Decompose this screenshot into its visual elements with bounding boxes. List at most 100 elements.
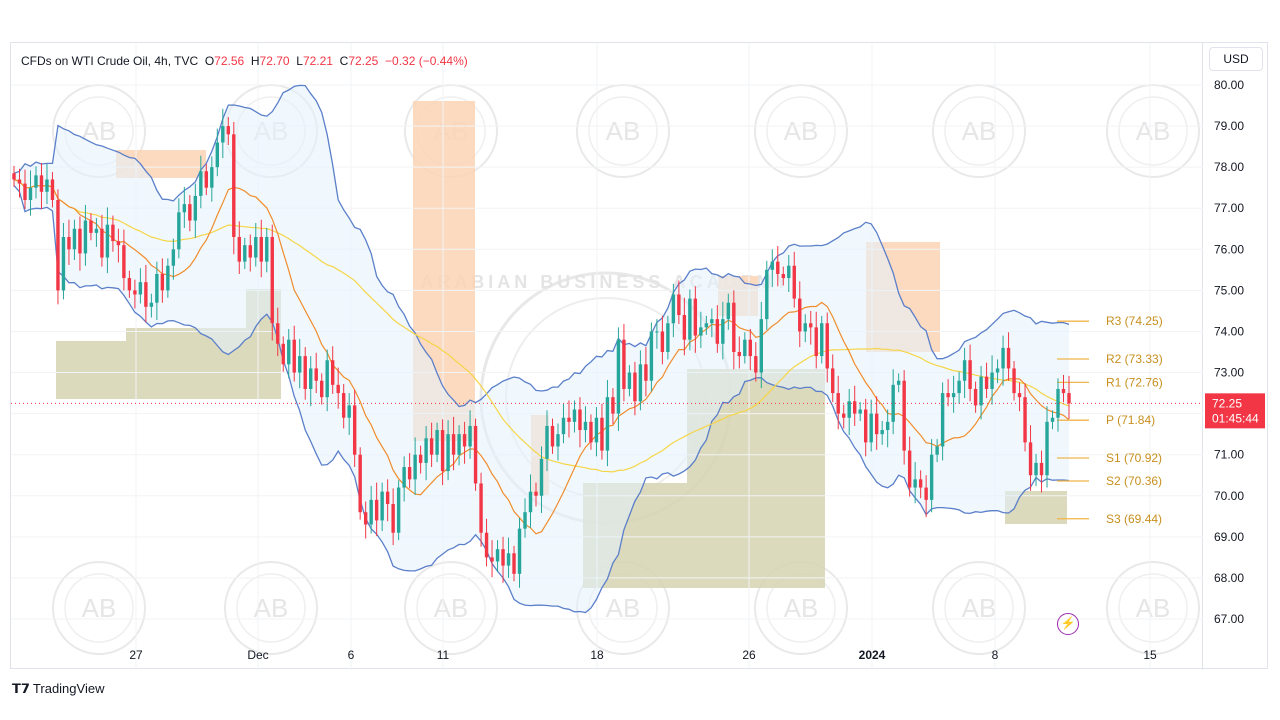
candle: [666, 315, 670, 360]
candle: [951, 375, 956, 413]
candle: [831, 354, 835, 403]
candle: [1067, 375, 1071, 419]
candle: [17, 168, 22, 198]
candle: [39, 163, 44, 210]
candle: [852, 385, 857, 426]
candle: [776, 246, 780, 287]
close-label: C: [339, 54, 349, 68]
candle: [880, 421, 884, 445]
currency-button[interactable]: USD: [1209, 47, 1263, 71]
candlestick-chart[interactable]: ABABABABABABABABABABABABABABARABIAN BUSI…: [11, 43, 1203, 670]
y-tick-label: 71.00: [1214, 448, 1244, 462]
candle: [907, 436, 912, 497]
candle: [847, 388, 851, 435]
candle: [534, 482, 538, 507]
candle: [842, 404, 846, 429]
candle: [1034, 453, 1038, 486]
candle: [605, 379, 610, 467]
watermark-seal: AB: [932, 561, 1026, 655]
flash-icon[interactable]: ⚡: [1057, 613, 1079, 635]
candle: [616, 327, 621, 431]
candle: [918, 470, 923, 499]
open-value: 72.56: [214, 54, 245, 68]
candle: [781, 266, 785, 286]
y-tick-label: 76.00: [1214, 242, 1244, 256]
candle: [188, 195, 192, 232]
y-tick-label: 75.00: [1214, 283, 1244, 297]
candle: [1001, 335, 1005, 386]
candle: [369, 485, 373, 534]
candle: [891, 369, 895, 435]
candle: [380, 482, 384, 532]
candle: [726, 293, 731, 330]
watermark-initials: AB: [1136, 593, 1171, 623]
candle: [600, 403, 604, 460]
candle: [341, 384, 346, 429]
pivot-lines: R3 (74.25) R2 (73.33) R1 (72.76) P (71.84) S…: [1057, 314, 1163, 526]
candle: [133, 279, 137, 309]
candle: [1012, 361, 1016, 401]
candle: [990, 355, 994, 405]
candle: [265, 227, 269, 273]
candle: [385, 479, 390, 522]
candle: [627, 365, 632, 397]
high-value: 72.70: [259, 54, 290, 68]
candle: [111, 215, 115, 252]
bollinger-bands: [13, 84, 1070, 614]
pivot-label-r3: R3 (74.25): [1106, 314, 1163, 328]
symbol-title[interactable]: CFDs on WTI Crude Oil, 4h, TVC: [21, 54, 199, 68]
candle: [182, 186, 187, 228]
candle: [924, 475, 928, 518]
candle: [699, 311, 703, 348]
candle: [792, 251, 796, 308]
x-tick-label: 8: [992, 648, 999, 662]
candle: [523, 498, 527, 538]
y-tick-label: 80.00: [1214, 78, 1244, 92]
price-axis[interactable]: 80.00 79.00 78.00 77.00 76.00 75.00 74.00 73.00…: [1204, 43, 1268, 670]
bollinger-fill: [14, 85, 1069, 613]
candle: [396, 480, 401, 541]
x-tick-label: 11: [437, 648, 450, 662]
candle: [517, 517, 522, 588]
candle: [45, 163, 49, 205]
candle: [28, 170, 33, 216]
candle: [506, 537, 511, 578]
watermark-initials: AB: [606, 593, 641, 623]
candle: [320, 373, 324, 405]
watermark-initials: AB: [254, 593, 289, 623]
candle: [429, 422, 434, 468]
plot-area[interactable]: ABABABABABABABABABABABABABABARABIAN BUSI…: [11, 43, 1203, 670]
candle: [446, 420, 450, 481]
candle: [512, 545, 516, 582]
candle: [243, 237, 247, 270]
candle: [232, 121, 236, 255]
candle: [655, 319, 659, 349]
watermark-initials: AB: [606, 116, 641, 146]
candle: [869, 399, 873, 452]
candle: [902, 370, 906, 465]
candle: [638, 350, 643, 411]
candle: [1039, 450, 1044, 493]
candle: [122, 229, 126, 291]
candle: [287, 328, 291, 379]
candle: [501, 536, 505, 583]
candle: [479, 472, 483, 547]
candle: [710, 308, 714, 338]
candle: [929, 439, 934, 513]
watermark-initials: AB: [784, 593, 819, 623]
candle: [748, 328, 753, 371]
candle: [1017, 382, 1022, 412]
tradingview-logo[interactable]: 𝗧𝟳 TradingView: [12, 681, 104, 697]
candle: [347, 393, 351, 435]
watermark-seal: AB: [224, 561, 318, 655]
candle: [424, 425, 428, 481]
candle: [633, 361, 637, 416]
candle: [803, 314, 807, 343]
candle: [276, 307, 280, 357]
candle: [611, 388, 615, 425]
candle: [578, 397, 582, 448]
high-label: H: [250, 54, 260, 68]
candle: [737, 336, 742, 369]
candle: [732, 290, 736, 370]
